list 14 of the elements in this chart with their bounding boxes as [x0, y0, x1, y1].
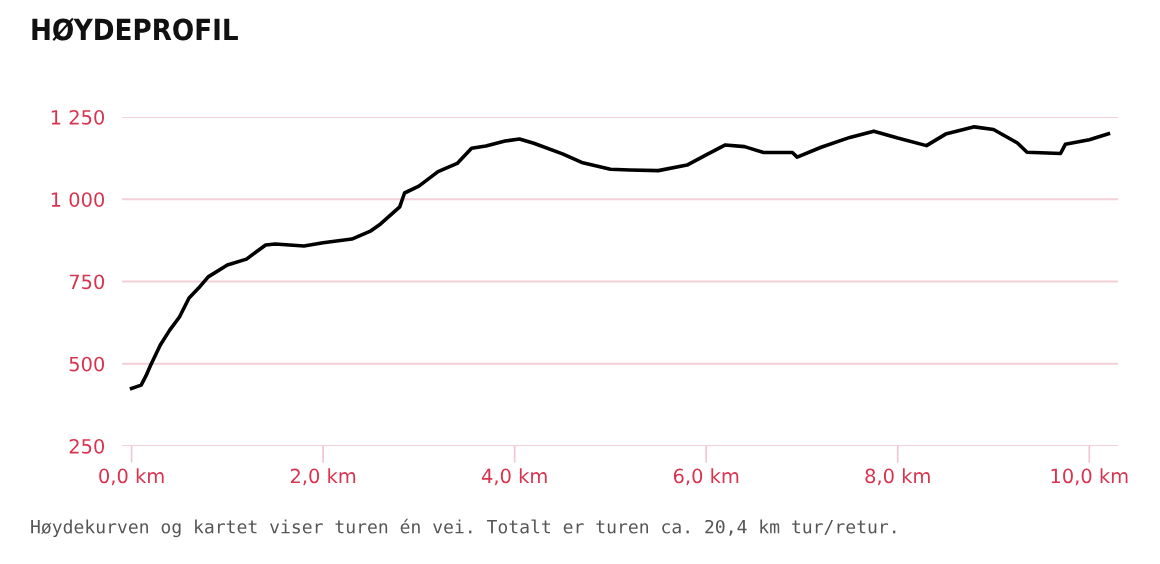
x-tick-label: 4,0 km: [481, 468, 547, 486]
y-tick-label: 250: [69, 438, 105, 454]
y-tick-label: 1 250: [51, 109, 105, 125]
y-tick-label: 1 000: [51, 192, 105, 207]
line-series: [129, 125, 1111, 391]
text: Høydekurven og kartet viser turen én vei. Totalt er turen ca. 20,4 km tur/retur.: [31, 518, 896, 538]
x-tick-label: 10,0 km: [1051, 468, 1128, 486]
x-tick-label: 8,0 km: [865, 468, 930, 486]
chart-title: HØYDEPROFIL: [32, 17, 238, 42]
y-tick-label: 500: [69, 356, 105, 372]
x-tick-label: 0,0 km: [99, 468, 164, 486]
x-tick-label: 2,0 km: [290, 468, 356, 486]
x-tick-label: 6,0 km: [673, 468, 739, 486]
y-tick-label: 750: [69, 274, 105, 290]
